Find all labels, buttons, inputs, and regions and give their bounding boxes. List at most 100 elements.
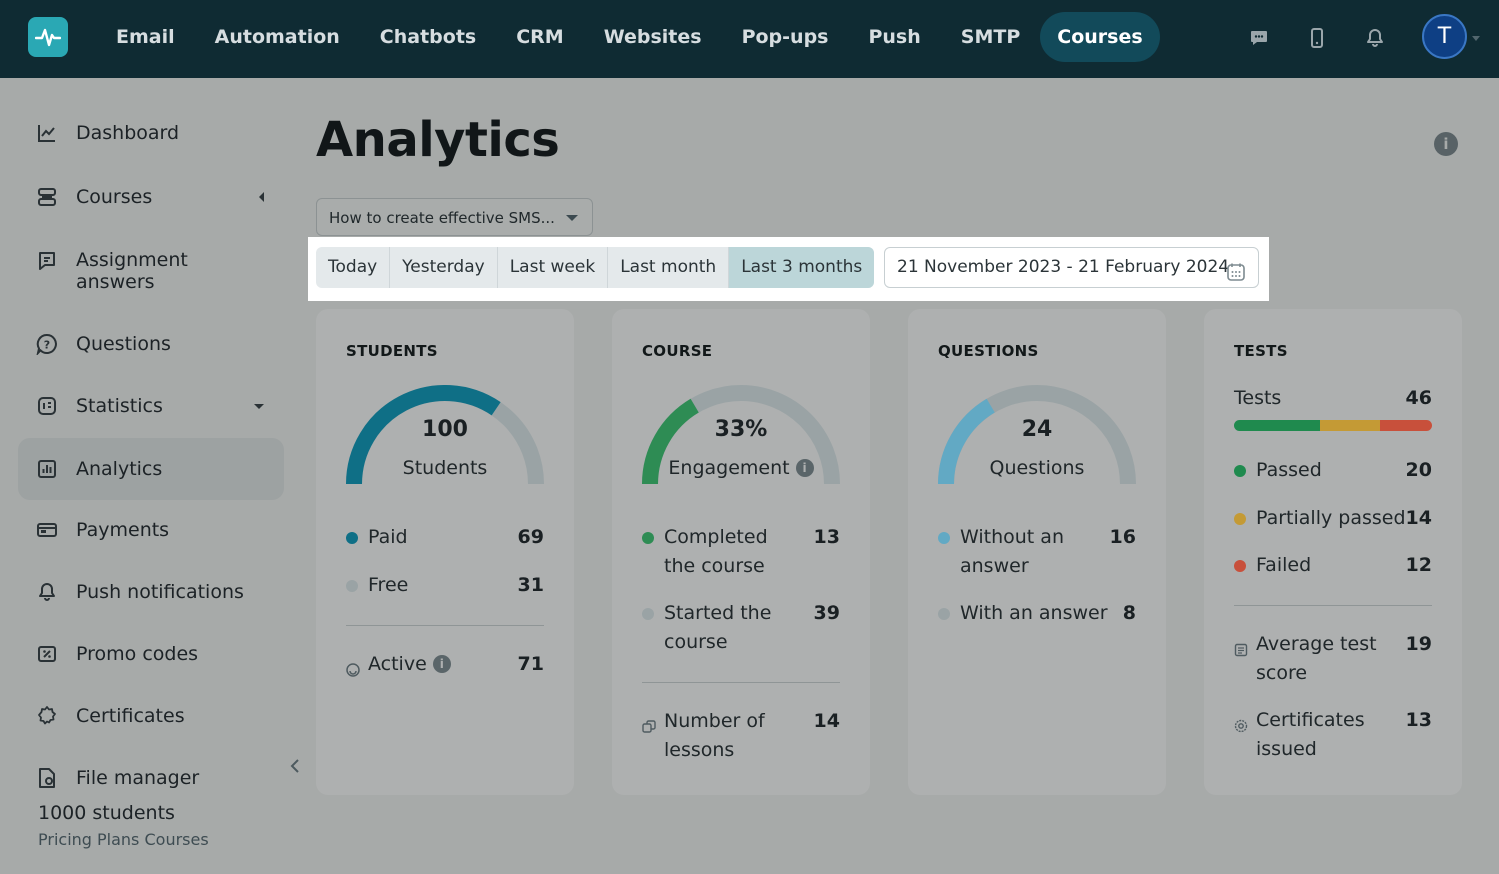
stat-label: Certificates issued (1256, 709, 1365, 760)
questions-card: QUESTIONS 24 Questions Without an answer… (908, 309, 1166, 795)
date-range-value: 21 November 2023 - 21 February 2024 (897, 257, 1230, 277)
stat-value: 69 (517, 526, 544, 548)
sidebar-item-file-manager[interactable]: File manager (18, 747, 284, 809)
card-title: QUESTIONS (938, 342, 1039, 360)
caret-down-icon (566, 215, 578, 221)
failed-segment (1380, 420, 1432, 431)
pulse-logo-icon[interactable] (28, 17, 68, 57)
period-today[interactable]: Today (316, 247, 391, 288)
sidebar-item-payments[interactable]: Payments (18, 499, 284, 561)
period-last-3-months[interactable]: Last 3 months (729, 247, 875, 288)
gauge-fill (938, 398, 995, 485)
layers-icon (36, 186, 58, 208)
stat-value: 13 (1405, 709, 1432, 731)
svg-text:?: ? (44, 339, 50, 352)
stat-tests-total: Tests 46 (1234, 384, 1432, 413)
stat-completed: Completed the course 13 (642, 523, 840, 581)
course-select[interactable]: How to create effective SMS... (316, 198, 593, 236)
file-manager-icon (36, 767, 58, 789)
sidebar-item-promo-codes[interactable]: Promo codes (18, 623, 284, 685)
with-answer-dot (938, 608, 950, 620)
sidebar-item-analytics[interactable]: Analytics (18, 438, 284, 500)
passed-segment (1234, 420, 1321, 431)
stat-with-answer: With an answer 8 (938, 599, 1136, 628)
sidebar-item-label: Courses (76, 186, 153, 208)
divider (346, 625, 544, 626)
info-icon[interactable]: i (795, 459, 814, 477)
sidebar-item-courses[interactable]: Courses (18, 166, 284, 228)
stat-failed: Failed 12 (1234, 551, 1432, 580)
period-last-week[interactable]: Last week (498, 247, 609, 288)
sidebar-item-statistics[interactable]: Statistics (18, 375, 284, 437)
gauge-label-wrap: Engagement i (642, 457, 840, 479)
payments-icon (36, 519, 58, 541)
info-icon[interactable]: i (432, 655, 451, 673)
stat-started: Started the course 39 (642, 599, 840, 657)
pricing-plans-link[interactable]: Pricing Plans Courses (38, 830, 209, 849)
sidebar-item-dashboard[interactable]: Dashboard (18, 102, 284, 164)
tests-result-bar (1234, 420, 1432, 431)
stat-label: Without an answer (960, 526, 1064, 577)
course-card: COURSE 33% Engagement i Completed the cou… (612, 309, 870, 795)
stat-average-score: Average test score 19 (1234, 630, 1432, 688)
nav-email[interactable]: Email (116, 26, 175, 48)
stat-label: Tests (1234, 387, 1282, 409)
main-nav: Email Automation Chatbots CRM Websites P… (96, 12, 1160, 62)
period-last-month[interactable]: Last month (608, 247, 730, 288)
nav-websites[interactable]: Websites (603, 26, 702, 48)
engagement-gauge (642, 385, 840, 485)
avatar-chevron-down-icon[interactable] (1472, 36, 1480, 41)
mobile-icon[interactable] (1305, 26, 1329, 50)
free-dot (346, 580, 358, 592)
stat-label: Passed (1256, 459, 1322, 481)
user-avatar[interactable]: T (1422, 14, 1467, 59)
failed-dot (1234, 560, 1246, 572)
certificate-icon (36, 705, 58, 727)
sidebar-item-certificates[interactable]: Certificates (18, 685, 284, 747)
nav-automation[interactable]: Automation (214, 26, 340, 48)
sidebar-item-label: Promo codes (76, 643, 199, 665)
stat-certificates-issued: Certificates issued 13 (1234, 706, 1432, 764)
info-icon[interactable]: i (1434, 132, 1458, 156)
stat-label: Free (368, 574, 409, 596)
chevron-down-icon[interactable] (254, 404, 264, 409)
bell-icon[interactable] (1363, 26, 1387, 50)
chevron-left-icon[interactable] (259, 192, 264, 202)
promo-icon (36, 643, 58, 665)
analytics-icon (36, 458, 58, 480)
smile-icon (346, 657, 360, 677)
stat-label: Completed the course (664, 526, 768, 577)
stat-free: Free 31 (346, 571, 544, 600)
sidebar-item-assignment-answers[interactable]: Assignment answers (18, 240, 284, 302)
nav-courses[interactable]: Courses (1040, 12, 1160, 62)
assignment-icon (36, 250, 58, 272)
period-button-group: Today Yesterday Last week Last month Las… (316, 247, 875, 288)
sidebar-item-push-notifications[interactable]: Push notifications (18, 561, 284, 623)
date-range-input[interactable]: 21 November 2023 - 21 February 2024 (884, 247, 1259, 288)
nav-popups[interactable]: Pop-ups (741, 26, 829, 48)
card-title: STUDENTS (346, 342, 438, 360)
sidebar-item-label: Push notifications (76, 581, 244, 603)
calendar-icon[interactable] (1226, 258, 1246, 281)
tests-card: TESTS Tests 46 Passed 20 Partially passe… (1204, 309, 1462, 795)
nav-smtp[interactable]: SMTP (960, 26, 1021, 48)
nav-push[interactable]: Push (868, 26, 921, 48)
sidebar-item-label: Payments (76, 519, 170, 541)
top-navigation-bar: Email Automation Chatbots CRM Websites P… (0, 0, 1499, 78)
stat-partially-passed: Partially passed 14 (1234, 504, 1432, 533)
nav-crm[interactable]: CRM (516, 26, 564, 48)
sidebar-item-questions[interactable]: ? Questions (18, 313, 284, 375)
stat-label: Number of lessons (664, 710, 765, 761)
gauge-value: 100 (422, 417, 468, 442)
sidebar-item-label: Analytics (76, 458, 163, 480)
chat-icon[interactable] (1247, 26, 1271, 50)
stat-label: Paid (368, 526, 408, 548)
nav-chatbots[interactable]: Chatbots (379, 26, 477, 48)
stat-lessons: Number of lessons 14 (642, 707, 840, 765)
collapse-sidebar-chevron-left-icon[interactable] (288, 756, 302, 776)
stat-label: Active (368, 653, 427, 675)
gauge-label: Questions (989, 457, 1085, 479)
stat-value: 13 (813, 526, 840, 548)
question-icon: ? (36, 333, 58, 355)
period-yesterday[interactable]: Yesterday (390, 247, 498, 288)
